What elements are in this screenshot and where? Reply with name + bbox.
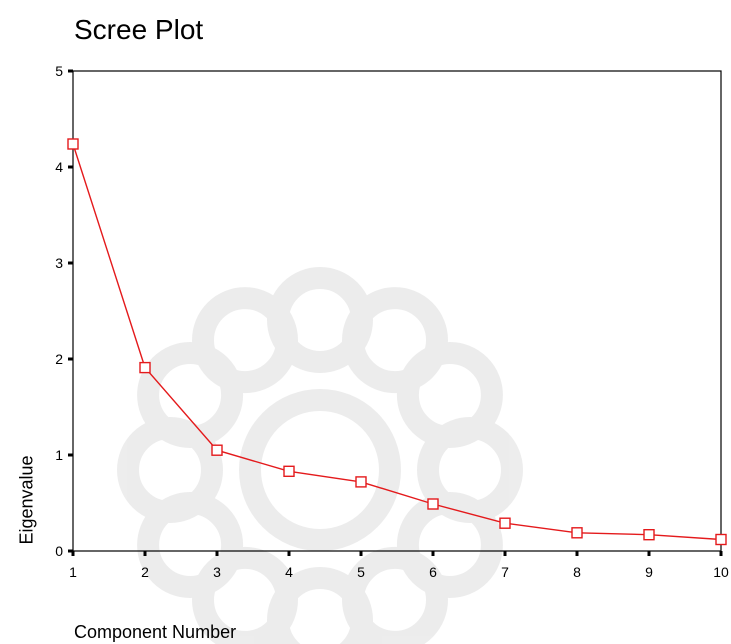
chart-title: Scree Plot — [74, 14, 204, 45]
watermark-petal — [192, 546, 298, 644]
watermark-petal — [267, 567, 373, 644]
x-tick-label: 3 — [213, 564, 221, 580]
watermark-petal — [342, 287, 448, 394]
data-point-marker — [139, 361, 151, 374]
x-tick-label: 2 — [141, 564, 149, 580]
x-tick-label: 6 — [429, 564, 437, 580]
data-point-marker — [211, 444, 223, 456]
data-point-marker — [427, 498, 439, 510]
x-tick-label: 10 — [713, 564, 729, 580]
watermark-petal — [342, 546, 448, 644]
x-tick-label: 4 — [285, 564, 293, 580]
data-point-marker — [715, 533, 727, 546]
x-tick-label: 7 — [501, 564, 509, 580]
watermark-logo — [117, 267, 523, 644]
watermark-petal — [117, 417, 223, 523]
data-point-marker — [499, 517, 511, 529]
watermark-petal — [417, 417, 523, 523]
watermark-petal — [267, 267, 373, 373]
watermark-petal — [192, 287, 298, 394]
y-tick-label: 2 — [55, 351, 63, 367]
data-point-marker — [355, 476, 367, 488]
data-point-marker — [67, 138, 79, 150]
x-axis: 1 2 3 4 5 6 7 8 9 10 — [69, 551, 729, 580]
x-axis-label: Component Number — [74, 622, 237, 642]
data-point-marker — [283, 465, 295, 477]
plot-frame — [72, 70, 722, 552]
watermark-petal — [137, 492, 244, 598]
y-tick-label: 5 — [55, 63, 63, 79]
series-line — [72, 143, 722, 541]
y-axis-label: Eigenvalue — [16, 455, 37, 545]
data-point-marker — [571, 527, 583, 539]
series-layer — [67, 138, 727, 546]
watermark-ring — [239, 389, 401, 551]
y-tick-label: 3 — [55, 255, 63, 271]
watermark-petal — [137, 342, 244, 448]
watermark-petal — [396, 342, 503, 448]
y-tick-label: 0 — [55, 543, 63, 559]
data-point-marker — [643, 529, 655, 541]
x-tick-label: 5 — [357, 564, 365, 580]
watermark-petal — [396, 492, 503, 598]
y-tick-label: 1 — [55, 447, 63, 463]
y-tick-label: 4 — [55, 159, 63, 175]
y-axis: 0 1 2 3 4 5 — [55, 63, 73, 559]
x-tick-label: 1 — [69, 564, 77, 580]
x-tick-label: 8 — [573, 564, 581, 580]
x-tick-label: 9 — [645, 564, 653, 580]
